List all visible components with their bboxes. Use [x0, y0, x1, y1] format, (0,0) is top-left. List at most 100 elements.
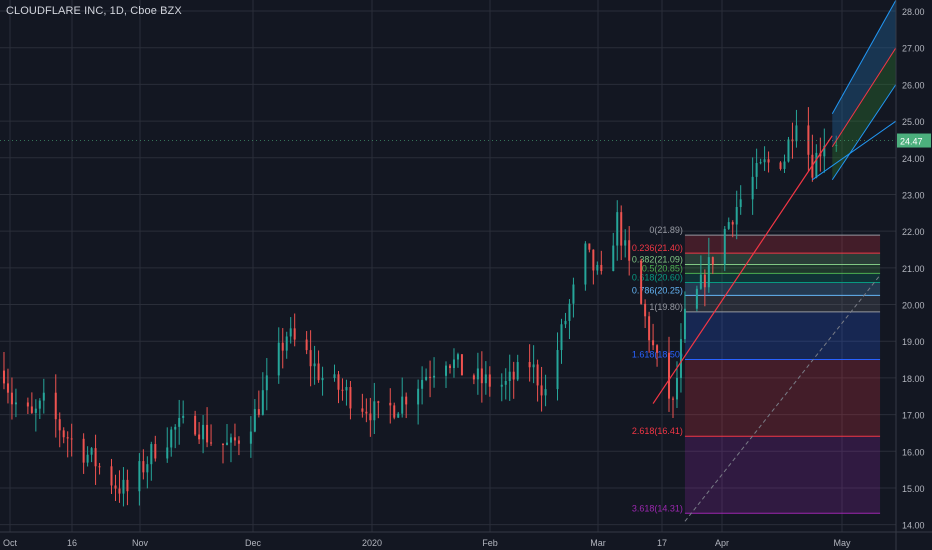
fibonacci-retracement[interactable]: 0(21.89) 0.236(21.40) 0.382(21.09)0.5(20.8…	[632, 225, 881, 522]
candle-body	[126, 479, 129, 492]
candle-body	[401, 396, 404, 414]
candle-body	[393, 405, 396, 418]
candle-body	[425, 376, 428, 380]
fib-zone	[684, 436, 881, 514]
price-tick-label: 18.00	[902, 374, 925, 384]
channel-upper-fill	[832, 0, 896, 147]
fib-zone	[684, 282, 881, 296]
candle-body	[795, 125, 798, 142]
candle-body	[536, 364, 539, 386]
candle-body	[675, 377, 678, 400]
candle-body	[620, 212, 623, 246]
candle-body	[253, 409, 256, 432]
candle-body	[433, 375, 436, 378]
candle-body	[42, 392, 45, 401]
fib-level-label: 0.618(20.60)	[632, 273, 683, 283]
fib-level-label: 0.786(20.25)	[632, 285, 683, 295]
projection-line[interactable]	[811, 120, 897, 181]
channel-mid-line[interactable]	[831, 47, 897, 148]
candle-body	[233, 437, 236, 441]
candle-body	[365, 411, 368, 414]
time-axis[interactable]: Oct 16 Nov Dec 2020 Feb Mar 17 Apr May	[0, 531, 932, 548]
candle-body	[313, 363, 316, 367]
channel-lower-line[interactable]	[831, 84, 897, 181]
candle-body	[683, 308, 686, 340]
candle-body	[596, 264, 599, 271]
trendline[interactable]	[652, 135, 833, 404]
candle-body	[166, 447, 169, 459]
candle-body	[405, 396, 408, 405]
candle-body	[178, 417, 181, 427]
candle-body	[644, 303, 647, 317]
candle-body	[397, 413, 400, 418]
candle-body	[707, 257, 710, 288]
price-tick-label: 14.00	[902, 521, 925, 531]
candle-body	[508, 371, 511, 382]
candle-body	[94, 448, 97, 467]
candle-body	[648, 316, 651, 341]
candle-body	[695, 288, 698, 309]
candle-body	[767, 159, 770, 163]
candle-body	[38, 400, 41, 409]
candle-body	[612, 245, 615, 272]
price-tick-label: 25.00	[902, 117, 925, 127]
candle-body	[249, 431, 252, 444]
candle-body	[735, 207, 738, 225]
candle-body	[588, 243, 591, 250]
candle-body	[174, 426, 177, 430]
candle-body	[456, 354, 459, 360]
time-tick-label: 17	[657, 538, 667, 548]
candle-body	[731, 222, 734, 225]
candle-body	[445, 365, 448, 376]
price-tick-label: 20.00	[902, 301, 925, 311]
time-tick-label: Oct	[3, 538, 18, 548]
candle-body	[572, 284, 575, 304]
candle-body	[560, 324, 563, 351]
candle-body	[377, 401, 380, 403]
candle-body	[86, 454, 89, 463]
candle-body	[321, 377, 324, 381]
candle-body	[671, 398, 674, 400]
candle-body	[755, 163, 758, 177]
candle-body	[6, 383, 9, 393]
candle-body	[703, 274, 706, 288]
candle-body	[257, 409, 260, 415]
candle-body	[417, 388, 420, 405]
candle-body	[512, 371, 515, 380]
time-tick-label: Dec	[245, 538, 262, 548]
candle-body	[337, 374, 340, 390]
candle-body	[532, 364, 535, 368]
drawing-tools[interactable]	[652, 0, 897, 404]
time-tick-label: May	[833, 538, 851, 548]
fib-zone	[684, 235, 881, 254]
candle-body	[759, 162, 762, 164]
time-tick-label: 2020	[362, 538, 382, 548]
candle-body	[150, 444, 153, 465]
candle-body	[656, 345, 659, 353]
fib-trend-dashed-line	[684, 274, 881, 522]
last-price-label: 24.47	[900, 137, 923, 147]
candle-body	[265, 375, 268, 391]
candle-body	[30, 406, 33, 413]
candle-body	[229, 437, 232, 443]
candle-body	[429, 376, 432, 378]
fib-level-label: 0.382(21.09)	[632, 255, 683, 265]
candle-body	[544, 389, 547, 396]
channel-lower-fill	[832, 47, 896, 180]
candle-body	[763, 159, 766, 163]
candle-body	[751, 176, 754, 200]
candle-body	[90, 448, 93, 455]
fib-zone	[684, 273, 881, 283]
last-price-badge[interactable]	[897, 133, 931, 148]
candle-body	[222, 443, 225, 445]
candle-body	[389, 402, 392, 406]
candle-body	[787, 139, 790, 162]
candle-body	[600, 264, 603, 272]
candle-body	[421, 379, 424, 389]
price-tick-label: 17.00	[902, 411, 925, 421]
candle-body	[500, 384, 503, 387]
candle-body	[452, 359, 455, 369]
channel-upper-line[interactable]	[831, 0, 897, 114]
